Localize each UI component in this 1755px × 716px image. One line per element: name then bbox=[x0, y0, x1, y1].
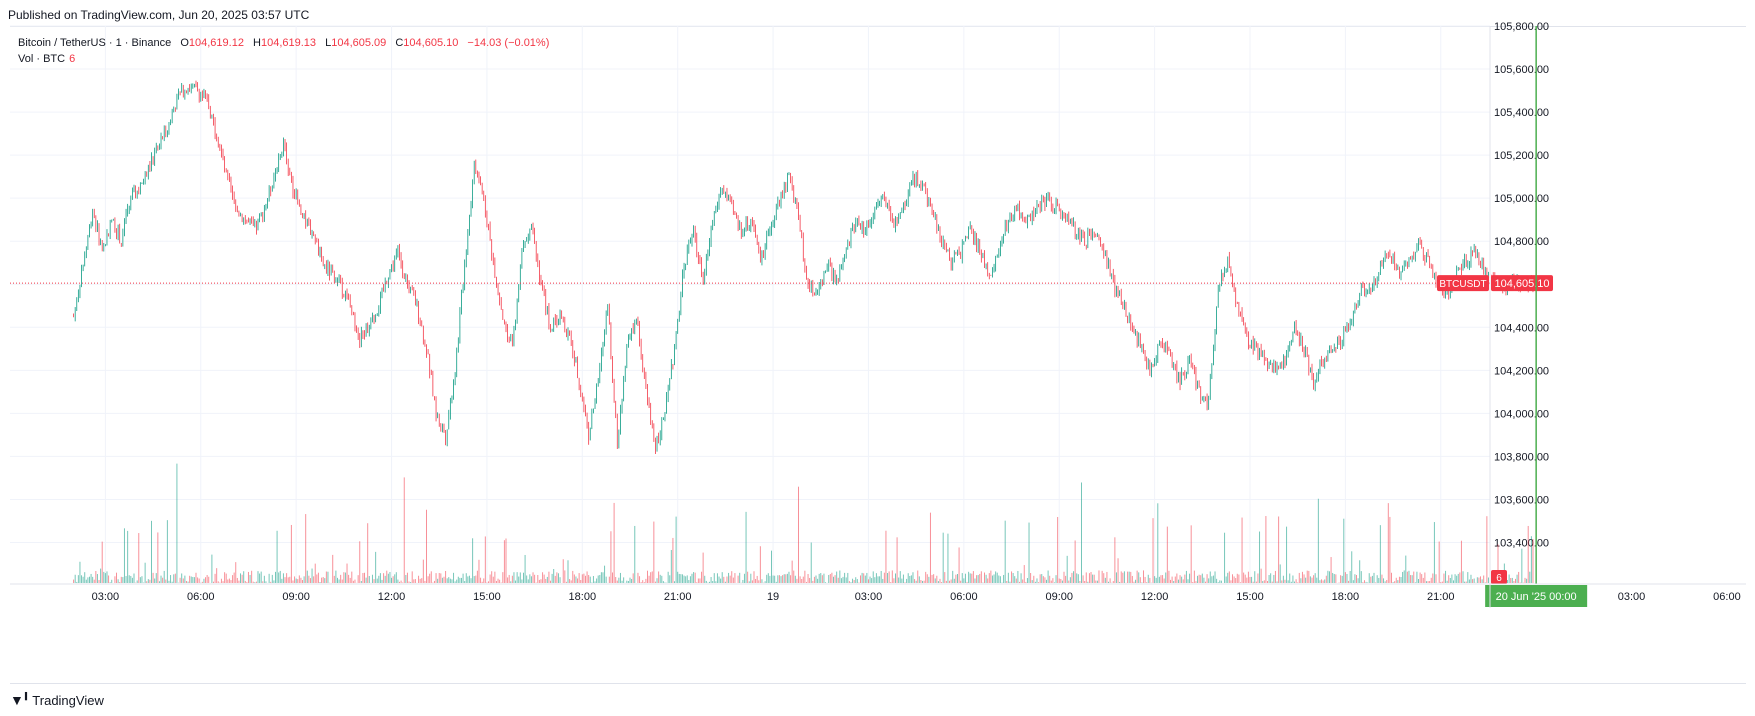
published-note: Published on TradingView.com, Jun 20, 20… bbox=[8, 8, 310, 22]
y-tick-label: 104,800.00 bbox=[1494, 236, 1549, 248]
x-tick-label: 18:00 bbox=[569, 591, 597, 603]
tradingview-logo-icon: ▼╹ bbox=[10, 692, 30, 708]
legend-low-label: L bbox=[325, 37, 332, 49]
legend-open: 104,619.12 bbox=[188, 37, 244, 49]
y-tick-label: 105,000.00 bbox=[1494, 193, 1549, 205]
legend-change: −14.03 (−0.01%) bbox=[467, 37, 550, 49]
volume-legend: Vol · BTC 6 bbox=[18, 53, 75, 65]
symbol-tag bbox=[1437, 275, 1489, 292]
y-tick-label: 104,000.00 bbox=[1494, 408, 1549, 420]
x-tick-label: 21:00 bbox=[664, 591, 692, 603]
x-tick-label: 12:00 bbox=[1141, 591, 1169, 603]
y-tick-label: 103,800.00 bbox=[1494, 451, 1549, 463]
x-tick-label: 06:00 bbox=[950, 591, 978, 603]
x-tick-label: 06:00 bbox=[187, 591, 215, 603]
x-tick-label: 06:00 bbox=[1713, 591, 1741, 603]
legend-low: 104,605.09 bbox=[331, 37, 387, 49]
x-tick-label: 19 bbox=[767, 591, 779, 603]
legend-high-label: H bbox=[253, 37, 261, 49]
crosshair-date-tag bbox=[1485, 585, 1588, 607]
x-tick-label: 18:00 bbox=[1332, 591, 1360, 603]
y-tick-label: 104,400.00 bbox=[1494, 322, 1549, 334]
crosshair-date-label: 20 Jun '25 00:00 bbox=[1496, 591, 1577, 603]
y-tick-label: 105,600.00 bbox=[1494, 64, 1549, 76]
symbol-tag-label: BTCUSDT bbox=[1439, 279, 1486, 290]
y-tick-label: 103,400.00 bbox=[1494, 537, 1549, 549]
y-tick-label: 105,800.00 bbox=[1494, 21, 1549, 33]
x-tick-label: 09:00 bbox=[282, 591, 310, 603]
last-volume-label: 6 bbox=[1496, 573, 1502, 584]
x-tick-label: 12:00 bbox=[378, 591, 406, 603]
ohlc-legend: Bitcoin / TetherUS · 1 · Binance O104,61… bbox=[18, 37, 549, 49]
y-tick-label: 104,200.00 bbox=[1494, 365, 1549, 377]
x-tick-label: 03:00 bbox=[92, 591, 120, 603]
last-price-label: 104,605.10 bbox=[1494, 278, 1549, 290]
y-tick-label: 105,200.00 bbox=[1494, 150, 1549, 162]
legend-close: 104,605.10 bbox=[403, 37, 459, 49]
x-tick-label: 15:00 bbox=[1236, 591, 1264, 603]
x-tick-label: 21:00 bbox=[1427, 591, 1455, 603]
x-tick-label: 03:00 bbox=[855, 591, 883, 603]
y-tick-label: 105,400.00 bbox=[1494, 107, 1549, 119]
legend-symbol: Bitcoin / TetherUS · 1 · Binance bbox=[18, 37, 172, 49]
last-volume-tag bbox=[1491, 570, 1507, 584]
x-tick-label: 09:00 bbox=[1045, 591, 1073, 603]
x-tick-label: 03:00 bbox=[1618, 591, 1646, 603]
last-price-tag bbox=[1491, 275, 1553, 292]
footer-brand: TradingView bbox=[32, 693, 104, 708]
legend-close-label: C bbox=[395, 37, 404, 49]
legend-open-label: O bbox=[180, 37, 189, 49]
legend-high: 104,619.13 bbox=[260, 37, 317, 49]
x-tick-label: 15:00 bbox=[473, 591, 501, 603]
volume-label: Vol · BTC bbox=[18, 53, 66, 65]
volume-value: 6 bbox=[69, 53, 76, 65]
footer-branding: ▼╹ TradingView bbox=[10, 692, 104, 709]
y-tick-label: 103,600.00 bbox=[1494, 494, 1549, 506]
